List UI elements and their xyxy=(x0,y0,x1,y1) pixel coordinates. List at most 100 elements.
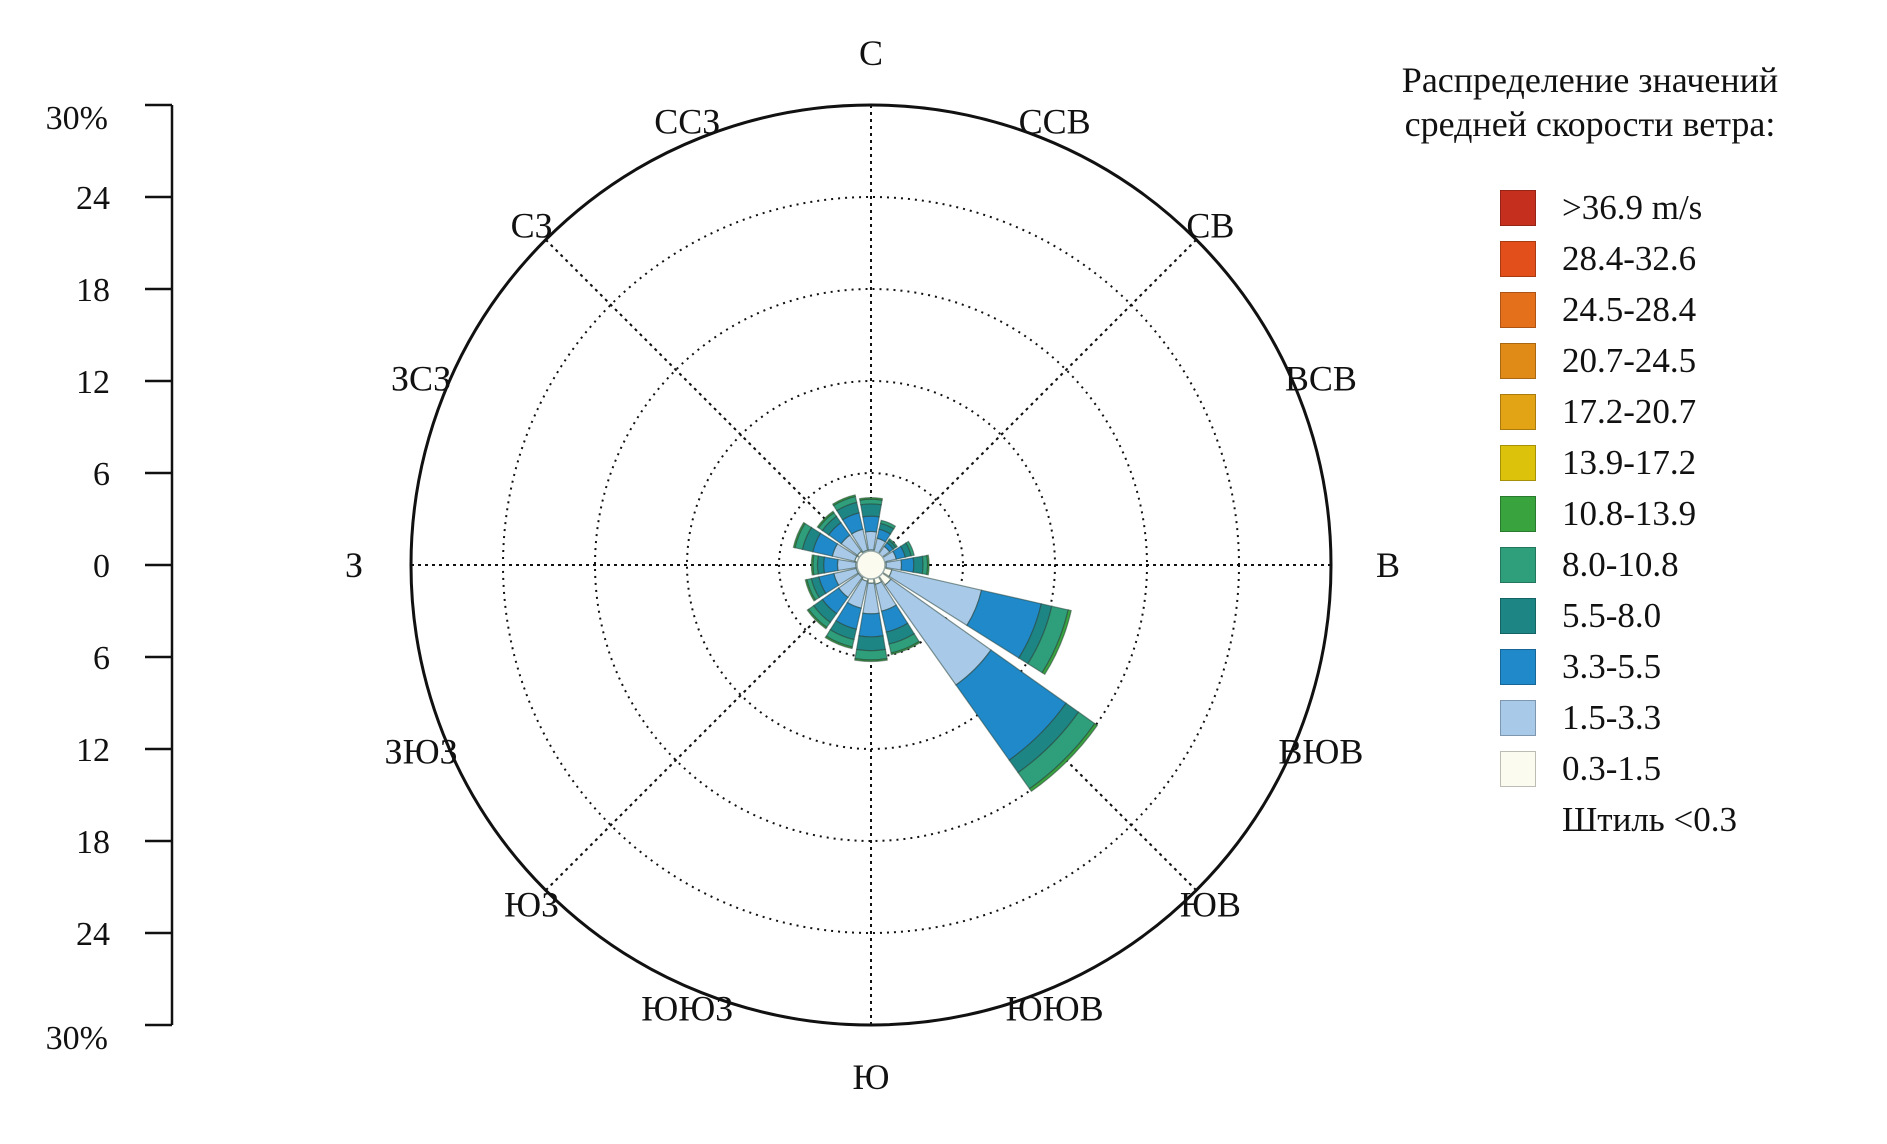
legend-items: >36.9 m/s 28.4-32.6 24.5-28.4 20.7-24.5 17.2… xyxy=(1370,182,1870,794)
petal-ЮЮЗ-bin-5 xyxy=(824,635,854,650)
scale-tick-label-4: 12 xyxy=(76,364,110,401)
petal-ССЗ-bin-5 xyxy=(831,494,857,507)
scale-tick-label-1: 30% xyxy=(46,100,108,137)
direction-label-9: Ю xyxy=(852,1057,889,1097)
legend-swatch xyxy=(1500,750,1536,787)
legend-item: 20.7-24.5 xyxy=(1500,335,1870,386)
direction-label-5: В xyxy=(1376,545,1400,585)
direction-label-10: ЮЮЗ xyxy=(641,988,733,1028)
legend-swatch xyxy=(1500,699,1536,736)
legend-label: 17.2-20.7 xyxy=(1562,391,1697,431)
legend-item: 10.8-13.9 xyxy=(1500,488,1870,539)
legend-swatch xyxy=(1500,291,1536,328)
legend-swatch xyxy=(1500,546,1536,583)
legend-item: 13.9-17.2 xyxy=(1500,437,1870,488)
petal-В-bin-3 xyxy=(912,555,924,575)
legend-item: 3.3-5.5 xyxy=(1500,641,1870,692)
petal-ЮЮВ-bin-5 xyxy=(890,640,921,656)
petals xyxy=(792,494,1099,793)
direction-label-14: ЗСЗ xyxy=(391,359,451,399)
petal-ВСВ-bin-4 xyxy=(905,540,915,557)
direction-label-7: ЮВ xyxy=(1180,884,1241,924)
direction-label-16: ССЗ xyxy=(654,102,720,142)
petal-ЮВ-bin-5 xyxy=(1028,722,1099,793)
legend-swatch xyxy=(1500,342,1536,379)
legend-item: 1.5-3.3 xyxy=(1500,692,1870,743)
direction-label-11: ЮЗ xyxy=(504,884,559,924)
direction-label-4: ВСВ xyxy=(1285,359,1357,399)
scale-tick-label-3: 18 xyxy=(76,272,110,309)
legend-label: 8.0-10.8 xyxy=(1562,544,1679,584)
direction-label-6: ВЮВ xyxy=(1278,731,1363,771)
petal-ВЮВ-bin-5 xyxy=(1041,609,1072,676)
legend-title: Распределение значений средней скорости … xyxy=(1401,60,1779,144)
direction-label-15: СЗ xyxy=(511,206,553,246)
legend-label: 28.4-32.6 xyxy=(1562,238,1697,278)
legend-label: 0.3-1.5 xyxy=(1562,748,1662,788)
petal-СЗ-bin-5 xyxy=(816,510,835,529)
petal-С-bin-3 xyxy=(860,503,882,518)
legend-item: 8.0-10.8 xyxy=(1500,539,1870,590)
direction-label-13: З xyxy=(345,545,363,585)
legend-label: 1.5-3.3 xyxy=(1562,697,1662,737)
petal-ЗСЗ-bin-5 xyxy=(792,521,806,549)
petal-ССВ-bin-4 xyxy=(879,519,897,530)
legend-swatch xyxy=(1500,648,1536,685)
scale-tick-label-2: 24 xyxy=(76,180,110,217)
petal-С-bin-5 xyxy=(859,497,883,501)
petal-В-bin-5 xyxy=(926,554,930,576)
legend-label: 3.3-5.5 xyxy=(1562,646,1662,686)
outer-circle xyxy=(409,103,1333,1027)
scale-tick-label-8: 12 xyxy=(76,732,110,769)
legend-swatch xyxy=(1500,393,1536,430)
petal-З-bin-2 xyxy=(823,556,839,574)
direction-label-8: ЮЮВ xyxy=(1006,988,1104,1028)
petal-З-bin-5 xyxy=(810,554,815,576)
legend-label: 5.5-8.0 xyxy=(1562,595,1662,635)
petal-В-bin-2 xyxy=(900,557,915,573)
scale-tick-label-10: 24 xyxy=(76,916,110,953)
petal-ЮЗ-bin-5 xyxy=(806,608,828,630)
petal-СВ-bin-4 xyxy=(887,537,899,549)
direction-label-1: С xyxy=(859,33,883,73)
legend-swatch xyxy=(1500,240,1536,277)
legend-item: 17.2-20.7 xyxy=(1500,386,1870,437)
legend-swatch xyxy=(1500,597,1536,634)
legend-label: 13.9-17.2 xyxy=(1562,442,1697,482)
calm-circle xyxy=(856,550,886,580)
legend-label: 24.5-28.4 xyxy=(1562,289,1697,329)
petal-С-bin-2 xyxy=(862,515,880,533)
grid-rings xyxy=(411,105,1331,1025)
petal-ЗЮЗ-bin-5 xyxy=(804,578,817,602)
legend-item: 5.5-8.0 xyxy=(1500,590,1870,641)
calm-label: Штиль <0.3 xyxy=(1562,800,1737,839)
petal-Ю-bin-5 xyxy=(854,657,888,663)
legend-item: 28.4-32.6 xyxy=(1500,233,1870,284)
direction-label-12: ЗЮЗ xyxy=(385,731,458,771)
legend-item: 24.5-28.4 xyxy=(1500,284,1870,335)
scale-tick-label-9: 18 xyxy=(76,824,110,861)
legend-swatch xyxy=(1500,495,1536,532)
scale-tick-label-7: 6 xyxy=(93,640,110,677)
legend-label: >36.9 m/s xyxy=(1562,187,1703,227)
scale-tick-label-6: 0 xyxy=(93,548,110,585)
direction-labels: С ССВ СВ ВСВ В ВЮВ ЮВ ЮЮВ Ю ЮЮЗ ЮЗ ЗЮЗ З ЗСЗ СЗ ССЗ xyxy=(345,33,1400,1097)
petal-Ю-bin-2 xyxy=(858,612,884,638)
scale-tick-label-11: 30% xyxy=(46,1020,108,1057)
legend-label: 20.7-24.5 xyxy=(1562,340,1697,380)
radial-scale-axis: 30% 24 18 12 6 0 6 12 18 24 30% xyxy=(46,100,174,1057)
legend-swatch xyxy=(1500,189,1536,226)
scale-tick-label-5: 6 xyxy=(93,456,110,493)
petal-З-bin-3 xyxy=(816,555,825,575)
legend: Распределение значений средней скорости … xyxy=(1370,58,1870,845)
direction-label-3: СВ xyxy=(1186,206,1234,246)
legend-item: 0.3-1.5 xyxy=(1500,743,1870,794)
legend-item: >36.9 m/s xyxy=(1500,182,1870,233)
direction-label-2: ССВ xyxy=(1019,102,1091,142)
petal-Ю-bin-3 xyxy=(855,635,887,652)
grid-ring-1 xyxy=(778,472,964,658)
legend-swatch xyxy=(1500,444,1536,481)
petal-Ю-bin-4 xyxy=(854,648,888,661)
legend-label: 10.8-13.9 xyxy=(1562,493,1697,533)
